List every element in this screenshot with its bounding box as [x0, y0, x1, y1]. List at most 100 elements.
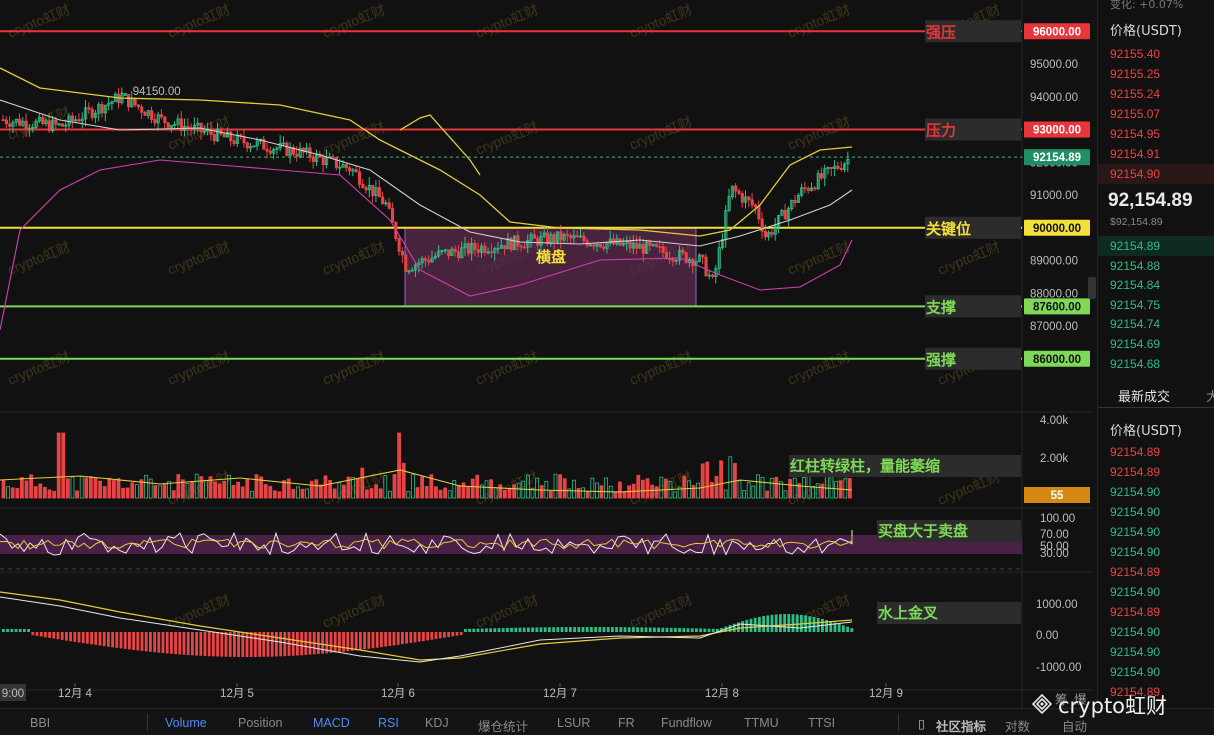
volume-bar	[456, 485, 461, 499]
candle-body	[727, 196, 731, 211]
volume-bar	[374, 484, 379, 499]
indicator-tab-rsi[interactable]: RSI	[378, 716, 399, 730]
candle-body	[565, 233, 569, 236]
volume-bar	[305, 488, 310, 499]
macd-bar	[375, 632, 379, 648]
watermark-text: crypto虹财	[320, 1, 387, 41]
log-scale-toggle[interactable]: 对数	[1005, 720, 1031, 734]
candle-body	[473, 242, 477, 250]
ask-price[interactable]: 92154.90	[1110, 167, 1161, 181]
watermark-text: crypto虹财	[627, 591, 694, 631]
candle-body	[681, 249, 685, 254]
ask-price[interactable]: 92155.40	[1110, 47, 1161, 61]
indicator-tab-ttsi[interactable]: TTSI	[808, 716, 836, 730]
rsi-axis-tick: 70.00	[1040, 529, 1069, 541]
macd-bar	[577, 627, 581, 632]
indicator-tab-fr[interactable]: FR	[618, 716, 635, 730]
bid-price[interactable]: 92154.84	[1110, 278, 1161, 293]
macd-bar	[459, 632, 463, 636]
candle-body	[496, 247, 500, 250]
indicator-tab-bbi[interactable]: BBI	[30, 716, 51, 730]
volume-bar	[47, 489, 52, 499]
ask-price[interactable]: 92154.95	[1110, 127, 1161, 141]
candle-body	[674, 259, 678, 262]
volume-bar	[585, 491, 590, 499]
indicator-tab-ttmu[interactable]: TTMU	[744, 716, 779, 730]
indicator-tab-fundflow[interactable]: Fundflow	[661, 716, 712, 730]
macd-bar	[140, 632, 144, 651]
bid-price[interactable]: 92154.68	[1110, 356, 1161, 371]
rsi-ma-line	[0, 536, 853, 550]
watermark-text: crypto虹财	[5, 103, 72, 143]
trade-price: 92154.90	[1110, 645, 1161, 659]
bars-icon: ▯	[918, 717, 925, 731]
ask-price[interactable]: 92155.24	[1110, 87, 1161, 101]
indicator-tab-爆仓统计[interactable]: 爆仓统计	[478, 720, 529, 734]
candle-body	[763, 230, 767, 238]
indicator-tab-lsur[interactable]: LSUR	[557, 716, 591, 730]
macd-bar	[795, 614, 799, 632]
volume-bar	[309, 480, 314, 499]
bid-price[interactable]: 92154.69	[1110, 337, 1161, 351]
macd-bar	[195, 632, 198, 656]
last-price: 92,154.89	[1108, 190, 1193, 211]
ask-price[interactable]: 92155.07	[1110, 107, 1161, 121]
candle-body	[229, 131, 233, 142]
level-label: 压力	[926, 122, 956, 140]
chart-area[interactable]: crypto虹财 crypto虹财 crypto虹财 crypto虹财 crypto虹财…	[0, 0, 1094, 708]
candle-body	[625, 241, 629, 244]
indicator-tab-macd[interactable]: MACD	[313, 716, 350, 730]
candle-body	[414, 264, 418, 271]
candle-body	[658, 246, 662, 249]
macd-bar	[422, 632, 425, 642]
candle-body	[331, 156, 335, 159]
candle-body	[341, 164, 345, 168]
ask-price[interactable]: 92154.91	[1110, 147, 1161, 161]
candle-body	[397, 238, 401, 252]
volume-bar	[277, 491, 282, 499]
volume-tag-text: 55	[1051, 490, 1064, 502]
bid-price[interactable]: 92154.75	[1110, 297, 1161, 312]
volume-bar	[788, 478, 792, 499]
candle-body	[846, 158, 850, 165]
macd-bar	[560, 627, 564, 632]
side-label-1: 筹	[1055, 692, 1068, 707]
indicator-tab-volume[interactable]: Volume	[165, 716, 207, 730]
rsi-axis-tick: 100.00	[1040, 513, 1075, 525]
macd-bar	[182, 632, 186, 655]
bid-price[interactable]: 92154.88	[1110, 258, 1161, 273]
tab-large-trades[interactable]: 大	[1206, 390, 1214, 405]
panel-collapse-handle[interactable]	[1088, 277, 1096, 299]
macd-bar	[602, 627, 606, 632]
ask-price[interactable]: 92155.25	[1110, 67, 1161, 81]
candle-body	[255, 140, 259, 147]
volume-bar	[516, 482, 521, 499]
candle-body	[717, 247, 721, 269]
candle-body	[159, 114, 164, 118]
candle-body	[635, 242, 639, 249]
candle-body	[757, 206, 761, 220]
candle-body	[232, 140, 236, 144]
candle-body	[384, 202, 388, 205]
macd-bar	[485, 628, 488, 632]
auto-scale-toggle[interactable]: 自动	[1062, 720, 1088, 734]
volume-bar	[167, 481, 172, 499]
macd-bar	[489, 628, 492, 632]
indicator-tab-position[interactable]: Position	[238, 716, 283, 730]
candle-body	[11, 121, 15, 127]
candlestick-chart[interactable]: crypto虹财 crypto虹财 crypto虹财 crypto虹财 crypto虹财…	[0, 0, 1094, 708]
tab-latest-trades[interactable]: 最新成交	[1118, 390, 1171, 405]
candle-body	[41, 116, 45, 124]
candle-body	[140, 106, 144, 113]
macd-bar	[178, 632, 182, 655]
candle-body	[272, 149, 276, 154]
volume-bar	[291, 488, 296, 499]
bid-price[interactable]: 92154.89	[1110, 239, 1161, 253]
watermark-text: crypto虹财	[473, 1, 540, 41]
candle-body	[150, 110, 154, 121]
indicator-tab-kdj[interactable]: KDJ	[425, 716, 449, 730]
volume-bar	[484, 480, 489, 499]
macd-bar	[585, 627, 589, 632]
community-indicators-button[interactable]: 社区指标	[936, 720, 987, 734]
bid-price[interactable]: 92154.74	[1110, 317, 1161, 332]
